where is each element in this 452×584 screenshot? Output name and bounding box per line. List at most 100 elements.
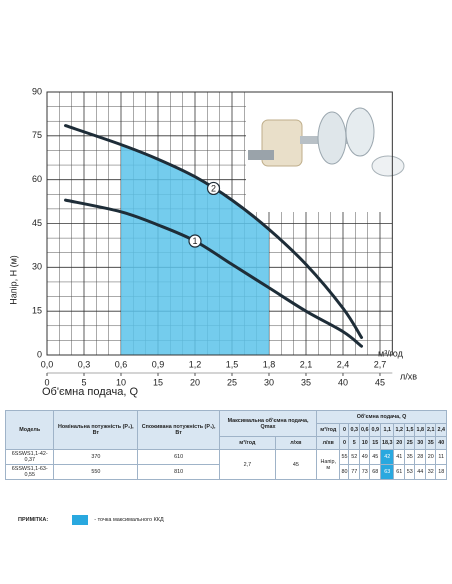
x-tick-label: 0,9 <box>152 359 165 369</box>
x-tick-label: 1,5 <box>226 359 239 369</box>
curves: 12 <box>64 124 363 348</box>
y-tick-label: 0 <box>37 349 42 359</box>
curve <box>64 124 363 339</box>
cell: 52 <box>348 449 360 465</box>
x-tick-label: 0,0 <box>41 359 54 369</box>
x-tick-label: 2,7 <box>374 359 387 369</box>
unit: л/хв <box>274 436 318 450</box>
cell: 0,9 <box>369 423 381 437</box>
spec-table: Модель Номінальна потужність (P₂), Вт Сп… <box>4 410 447 480</box>
cell: 20 <box>393 436 405 450</box>
cell: 41 <box>393 449 405 465</box>
x2-tick-label: 10 <box>116 377 126 387</box>
curve-label: 1 <box>192 236 197 246</box>
cell: 49 <box>358 449 371 465</box>
row: 6SSWS1,1-63-0,55 550 810 80 77 73 68 63 61 53 44 32… <box>4 464 447 480</box>
cell: 18 <box>435 464 447 480</box>
cell: Напір, м <box>316 449 341 480</box>
header: Номінальна потужність (P₂), Вт <box>53 410 139 450</box>
cell: 63 <box>379 464 395 480</box>
cell: 5 <box>348 436 360 450</box>
curve-label-circle <box>206 181 221 196</box>
cell: 80 <box>339 464 350 480</box>
y-tick-label: 15 <box>32 306 42 316</box>
y-tick-label: 30 <box>32 262 42 272</box>
plot-frame <box>46 91 393 356</box>
cell: 2,4 <box>435 423 447 437</box>
product-photo <box>246 88 406 212</box>
unit: м³/год <box>219 436 276 450</box>
cell: 2,1 <box>424 423 437 437</box>
row: 6SSWS1,1-42-0,37 370 610 2,7 45 Напір, м 55 52 4… <box>4 449 447 480</box>
x2-tick-label: 25 <box>227 377 237 387</box>
cell: 0 <box>339 436 350 450</box>
x2-tick-label: 30 <box>264 377 274 387</box>
curve-label-circle <box>188 234 202 248</box>
cell: 32 <box>424 464 437 480</box>
x2-tick-label: 5 <box>81 377 86 387</box>
x2-tick-label: 40 <box>338 377 348 387</box>
cell: 61 <box>393 464 405 480</box>
unit: л/хв <box>316 436 341 450</box>
curve <box>64 198 363 348</box>
zone <box>121 144 269 355</box>
x-tick-label: 0,6 <box>115 359 128 369</box>
header: Максимальна об'ємна подача, Qmax <box>219 410 318 437</box>
x-axis-label: Об'ємна подача, Q <box>42 386 138 398</box>
cell: 40 <box>435 436 447 450</box>
y-tick-label: 45 <box>32 218 42 228</box>
x-tick-label: 2,4 <box>337 359 350 369</box>
x2-unit: л/хв <box>400 371 417 381</box>
cell: 45 <box>274 449 318 480</box>
cell: 610 <box>137 449 221 465</box>
x2-tick-label: 20 <box>190 377 200 387</box>
x-tick-label: 0,3 <box>78 359 91 369</box>
cell: 35 <box>403 449 416 465</box>
cell: 28 <box>414 449 426 465</box>
x2-tick-label: 35 <box>301 377 311 387</box>
cell: 55 <box>339 449 350 465</box>
cell: 1,1 <box>379 423 395 437</box>
cell: 35 <box>424 436 437 450</box>
cell: 810 <box>137 464 221 480</box>
cell: 1,2 <box>393 423 405 437</box>
x-tick-label: 2,1 <box>300 359 313 369</box>
unit: м³/год <box>316 423 341 437</box>
y-tick-label: 90 <box>32 86 42 96</box>
cell: 45 <box>369 449 381 465</box>
cell: 11 <box>435 449 447 465</box>
cell: 44 <box>414 464 426 480</box>
x-tick-label: 1,8 <box>263 359 276 369</box>
note-text: - точка максимального ККД <box>94 517 164 523</box>
photo-part <box>248 150 274 160</box>
cell: 1,8 <box>414 423 426 437</box>
x2-tick-label: 15 <box>153 377 163 387</box>
note: ПРИМІТКА: - точка максимального ККД <box>18 515 164 525</box>
cell: 2,7 <box>219 449 276 480</box>
header: Модель <box>4 410 55 450</box>
efficiency-zone <box>121 144 269 355</box>
cell: 77 <box>348 464 360 480</box>
header: Споживана потужність (P₁), Вт <box>137 410 221 450</box>
cell: 53 <box>403 464 416 480</box>
y-axis-label: Напір, H (м) <box>8 255 18 305</box>
curve-label: 2 <box>211 183 216 193</box>
photo-part <box>345 107 375 157</box>
cell: 25 <box>403 436 416 450</box>
cell: 18,3 <box>379 436 395 450</box>
cell: 10 <box>358 436 371 450</box>
y-tick-label: 75 <box>32 130 42 140</box>
cell: 6SSWS1,1-63-0,55 <box>4 464 55 480</box>
cell: 68 <box>369 464 381 480</box>
note-label: ПРИМІТКА: <box>18 517 49 523</box>
cell: 0,6 <box>358 423 371 437</box>
cell: 6SSWS1,1-42-0,37 <box>4 449 55 465</box>
photo-part <box>371 155 405 177</box>
x-tick-label: 1,2 <box>189 359 202 369</box>
x2-tick-label: 0 <box>44 377 49 387</box>
x2-tick-label: 45 <box>375 377 385 387</box>
cell: 550 <box>53 464 139 480</box>
cell: 0 <box>339 423 350 437</box>
x-unit: м³/год <box>378 348 404 358</box>
